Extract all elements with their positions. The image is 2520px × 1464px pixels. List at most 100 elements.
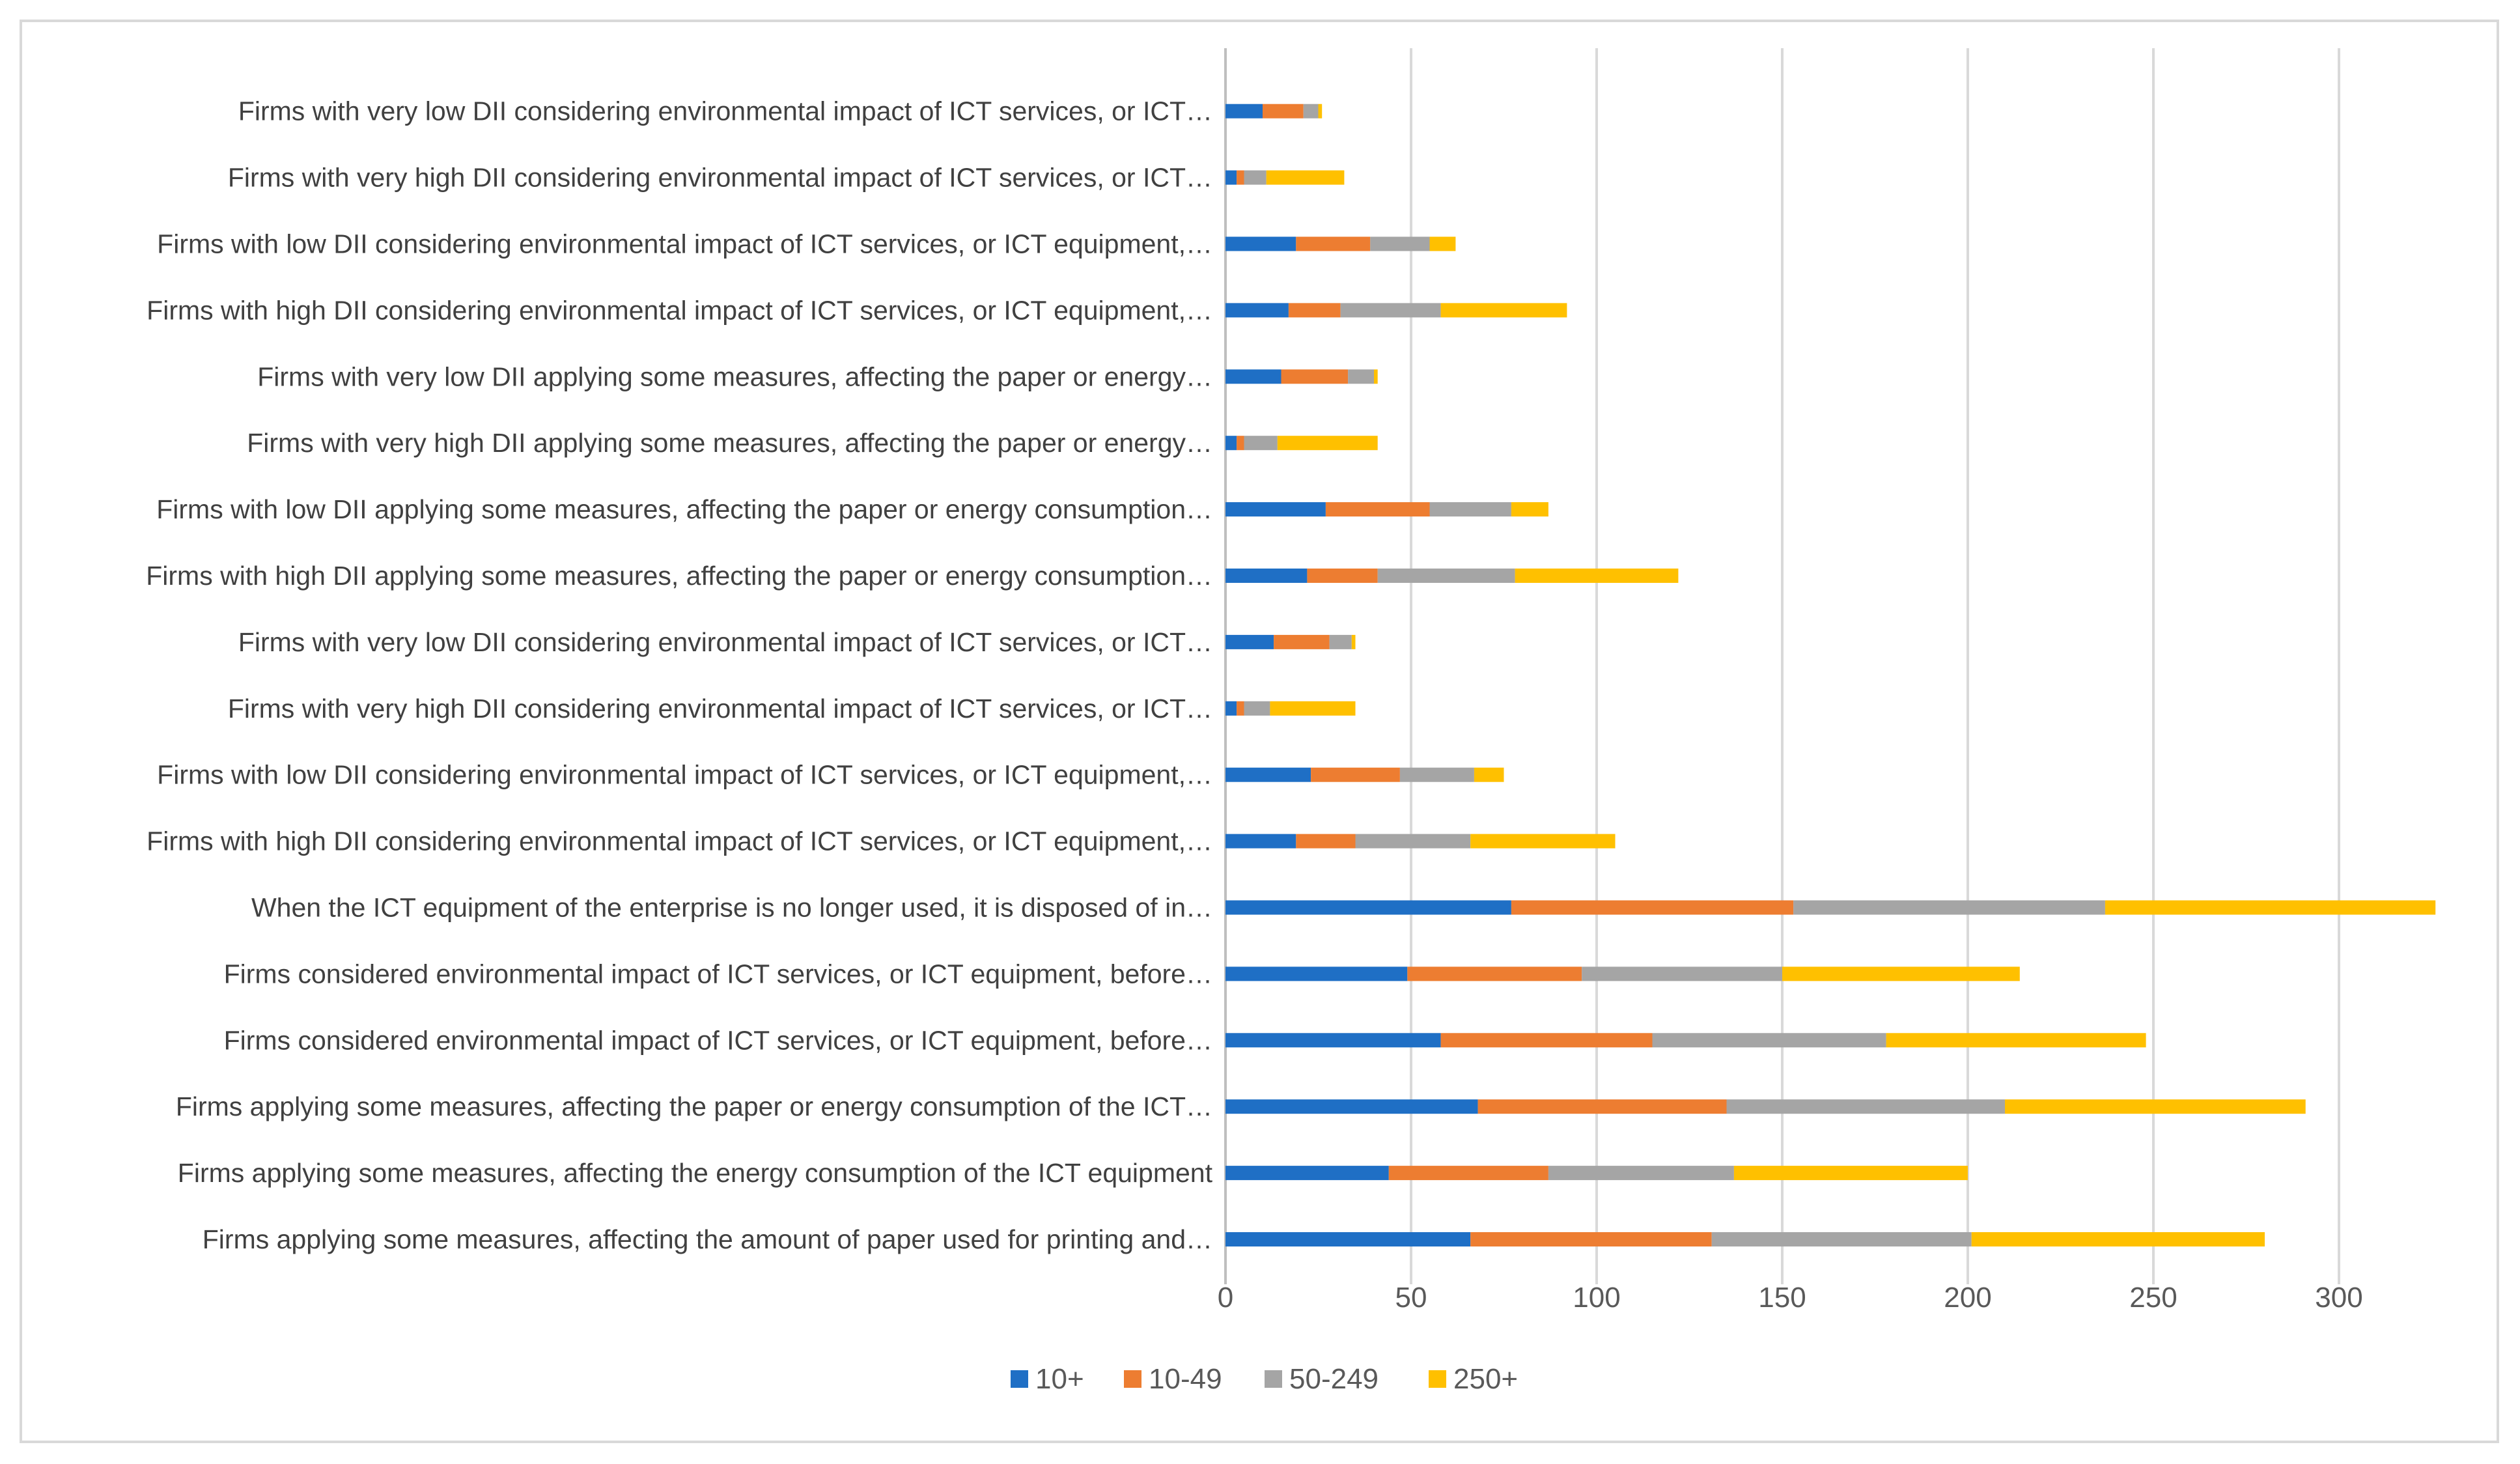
bar-segment-10-49[interactable] <box>1263 104 1304 119</box>
bar-segment-50-249[interactable] <box>1244 436 1278 451</box>
bar-segment-10plus[interactable] <box>1225 900 1511 915</box>
bar-segment-250plus[interactable] <box>1515 569 1679 583</box>
bar-segment-50-249[interactable] <box>1370 236 1430 251</box>
bar-segment-50-249[interactable] <box>1329 634 1352 649</box>
legend-label: 250+ <box>1453 1363 1518 1395</box>
bar-segment-250plus[interactable] <box>1270 701 1356 716</box>
bar-segment-250plus[interactable] <box>1733 1166 1968 1181</box>
category-label: Firms with very high DII considering env… <box>228 694 1212 724</box>
bar-segment-50-249[interactable] <box>1793 900 2105 915</box>
category-label: Firms with high DII applying some measur… <box>146 561 1212 591</box>
bar-segment-50-249[interactable] <box>1348 369 1374 384</box>
bar-segment-10plus[interactable] <box>1225 303 1289 318</box>
bar-segment-10plus[interactable] <box>1225 569 1308 583</box>
bar-segment-10-49[interactable] <box>1388 1166 1548 1181</box>
bar-segment-10-49[interactable] <box>1440 1033 1653 1048</box>
bar-segment-10-49[interactable] <box>1296 834 1356 849</box>
bar-segment-10-49[interactable] <box>1274 634 1330 649</box>
category-label: Firms considered environmental impact of… <box>224 1025 1212 1055</box>
bar-segment-50-249[interactable] <box>1399 767 1474 782</box>
bar-segment-10-49[interactable] <box>1311 767 1400 782</box>
bars <box>1225 104 2436 1246</box>
bar-segment-250plus[interactable] <box>1351 634 1356 649</box>
bar-segment-50-249[interactable] <box>1340 303 1441 318</box>
bar-segment-50-249[interactable] <box>1303 104 1319 119</box>
bar-segment-50-249[interactable] <box>1244 170 1267 185</box>
bar-segment-10plus[interactable] <box>1225 236 1296 251</box>
bar-segment-250plus[interactable] <box>1277 436 1378 451</box>
bar-segment-10plus[interactable] <box>1225 502 1326 517</box>
bar-segment-10plus[interactable] <box>1225 767 1311 782</box>
bar-segment-50-249[interactable] <box>1652 1033 1886 1048</box>
x-tick-label: 100 <box>1573 1282 1620 1314</box>
bar-segment-10-49[interactable] <box>1288 303 1341 318</box>
bar-segment-10plus[interactable] <box>1225 966 1408 981</box>
bar-segment-250plus[interactable] <box>1971 1232 2265 1246</box>
bar-segment-250plus[interactable] <box>1886 1033 2146 1048</box>
bar-segment-250plus[interactable] <box>1374 369 1378 384</box>
category-label: Firms with low DII applying some measure… <box>156 494 1212 524</box>
bar-segment-250plus[interactable] <box>1474 767 1504 782</box>
category-label: Firms with very low DII applying some me… <box>257 361 1212 391</box>
bar-segment-50-249[interactable] <box>1377 569 1515 583</box>
category-label: Firms applying some measures, affecting … <box>178 1158 1213 1188</box>
bar-segment-50-249[interactable] <box>1429 502 1511 517</box>
bar-segment-10-49[interactable] <box>1511 900 1794 915</box>
bar-segment-10plus[interactable] <box>1225 1099 1478 1114</box>
bar-segment-250plus[interactable] <box>1511 502 1548 517</box>
bar-segment-250plus[interactable] <box>1470 834 1616 849</box>
category-label: Firms with very high DII applying some m… <box>247 428 1212 458</box>
bar-segment-10-49[interactable] <box>1237 701 1244 716</box>
bar-segment-250plus[interactable] <box>1782 966 2020 981</box>
bar-segment-10plus[interactable] <box>1225 369 1281 384</box>
bar-segment-50-249[interactable] <box>1548 1166 1734 1181</box>
bar-segment-50-249[interactable] <box>1711 1232 1972 1246</box>
category-label: Firms with very low DII considering envi… <box>238 96 1212 126</box>
bar-segment-10-49[interactable] <box>1296 236 1371 251</box>
bar-segment-10-49[interactable] <box>1470 1232 1712 1246</box>
category-label: Firms with high DII considering environm… <box>147 295 1212 325</box>
bar-segment-10plus[interactable] <box>1225 436 1237 451</box>
bar-segment-50-249[interactable] <box>1582 966 1782 981</box>
bar-segment-50-249[interactable] <box>1726 1099 2006 1114</box>
bar-segment-10plus[interactable] <box>1225 634 1274 649</box>
bar-segment-250plus[interactable] <box>1266 170 1345 185</box>
category-label: Firms applying some measures, affecting … <box>203 1224 1212 1254</box>
bar-segment-50-249[interactable] <box>1355 834 1471 849</box>
bar-segment-10plus[interactable] <box>1225 1033 1441 1048</box>
legend-label: 10+ <box>1035 1363 1084 1395</box>
legend-swatch <box>1429 1370 1446 1388</box>
bar-segment-10plus[interactable] <box>1225 104 1263 119</box>
category-label: Firms with very high DII considering env… <box>228 163 1212 193</box>
category-label: Firms considered environmental impact of… <box>224 959 1212 989</box>
bar-segment-10-49[interactable] <box>1281 369 1349 384</box>
bar-segment-10plus[interactable] <box>1225 1166 1389 1181</box>
x-tick-label: 200 <box>1944 1282 1991 1314</box>
bar-segment-10-49[interactable] <box>1477 1099 1727 1114</box>
legend-swatch <box>1124 1370 1141 1388</box>
bar-segment-10-49[interactable] <box>1325 502 1430 517</box>
bar-segment-10plus[interactable] <box>1225 834 1296 849</box>
legend-swatch <box>1011 1370 1028 1388</box>
x-tick-label: 50 <box>1395 1282 1427 1314</box>
gridlines <box>1224 48 2340 1284</box>
bar-segment-250plus[interactable] <box>2005 1099 2306 1114</box>
legend: 10+ 10-49 50-249 250+ <box>1011 1363 1518 1395</box>
x-tick-label: 0 <box>1218 1282 1233 1314</box>
bar-segment-10-49[interactable] <box>1307 569 1378 583</box>
x-tick-labels: 0 50 100 150 200 250 300 <box>1218 1282 2363 1314</box>
bar-segment-250plus[interactable] <box>1440 303 1567 318</box>
bar-segment-50-249[interactable] <box>1244 701 1270 716</box>
bar-segment-10-49[interactable] <box>1237 436 1244 451</box>
bar-segment-250plus[interactable] <box>2105 900 2436 915</box>
bar-segment-10-49[interactable] <box>1407 966 1582 981</box>
x-tick-label: 250 <box>2129 1282 2177 1314</box>
bar-segment-10plus[interactable] <box>1225 1232 1471 1246</box>
bar-segment-10-49[interactable] <box>1237 170 1244 185</box>
legend-label: 50-249 <box>1289 1363 1379 1395</box>
bar-segment-10plus[interactable] <box>1225 170 1237 185</box>
x-tick-label: 300 <box>2315 1282 2362 1314</box>
bar-segment-10plus[interactable] <box>1225 701 1237 716</box>
bar-segment-250plus[interactable] <box>1429 236 1456 251</box>
bar-segment-250plus[interactable] <box>1318 104 1323 119</box>
